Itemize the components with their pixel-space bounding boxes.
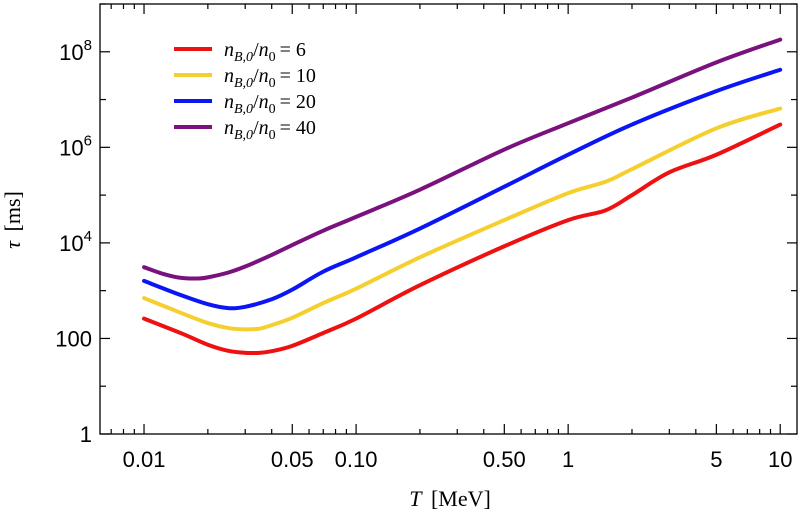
x-tick-label: 5	[710, 447, 722, 472]
ticks-layer: 0.01 0.05 0.10 0.50 1 5 10 1 100 104 106 108	[55, 3, 797, 472]
y-tick-label: 108	[59, 37, 92, 65]
y-tick-label: 100	[55, 326, 92, 351]
plot-frame	[99, 3, 798, 435]
x-tick-label: 0.01	[123, 447, 166, 472]
y-axis-symbol: τ	[0, 240, 25, 249]
y-axis-unit: [ms]	[0, 191, 25, 231]
x-tick-label: 0.05	[271, 447, 314, 472]
y-tick-label: 106	[59, 132, 92, 160]
series-layer	[142, 37, 783, 356]
legend-label: nB,0/n0 = 6	[224, 39, 306, 65]
series-line-1	[142, 122, 783, 356]
x-axis-unit: [MeV]	[431, 486, 491, 511]
legend-label: nB,0/n0 = 40	[224, 117, 316, 143]
series-line-3	[142, 67, 783, 311]
y-axis-label: τ [ms]	[0, 191, 25, 249]
x-axis-symbol: T	[409, 486, 423, 511]
x-tick-label: 0.10	[335, 447, 378, 472]
y-tick-label: 1	[80, 422, 92, 447]
series-line-2	[142, 106, 783, 332]
legend-label: nB,0/n0 = 10	[224, 65, 316, 91]
legend-label: nB,0/n0 = 20	[224, 91, 316, 117]
x-tick-label: 0.50	[483, 447, 526, 472]
y-tick-label: 104	[59, 228, 92, 256]
x-tick-label: 1	[562, 447, 574, 472]
x-axis-label: T [MeV]	[409, 486, 491, 511]
x-tick-label: 10	[768, 447, 792, 472]
series-line-4	[142, 37, 783, 281]
